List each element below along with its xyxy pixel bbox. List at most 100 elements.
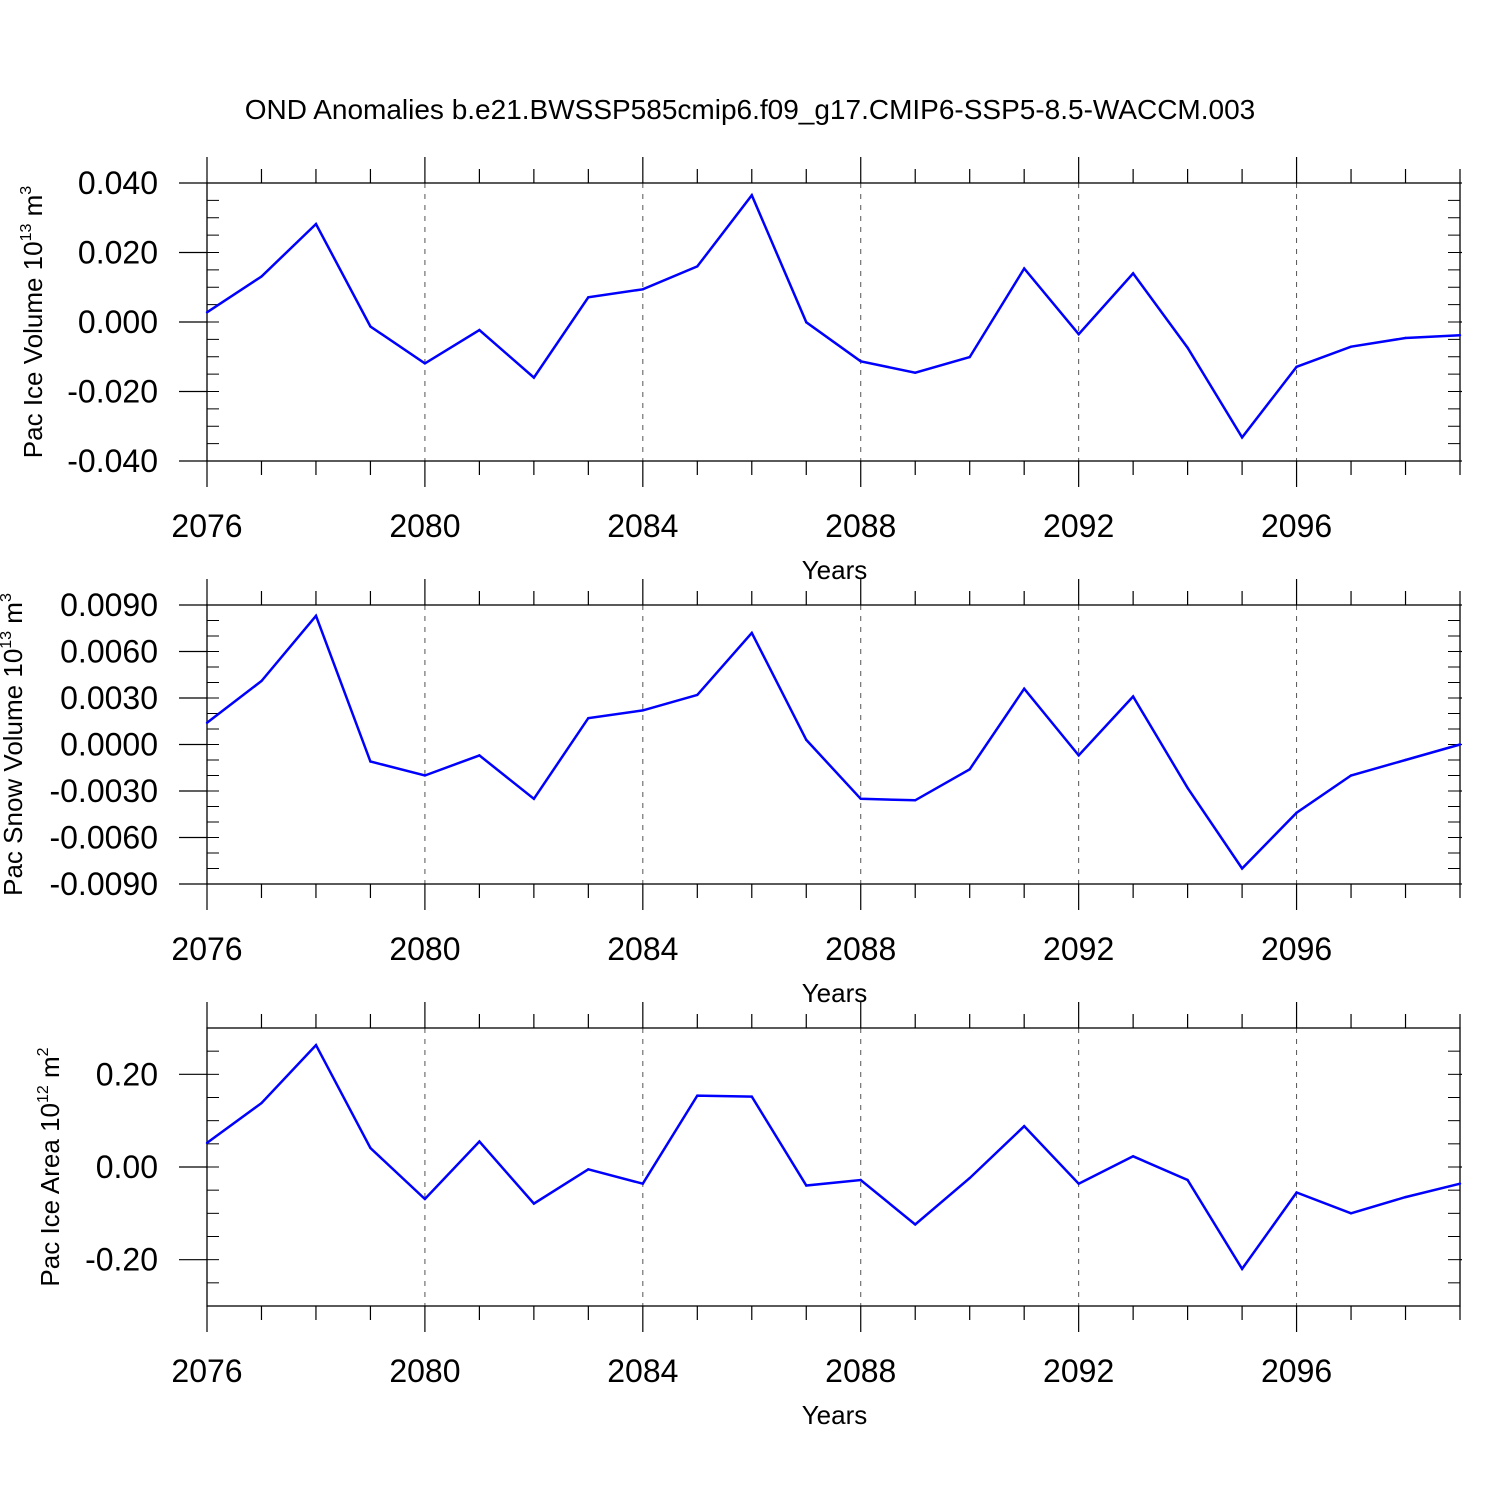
x-tick-label: 2092: [1043, 931, 1114, 967]
y-tick-label: 0.020: [78, 235, 158, 271]
y-axis-label: Pac Ice Volume 1013 m3: [18, 186, 48, 459]
data-point: [369, 760, 372, 763]
data-point: [914, 1223, 917, 1226]
data-point: [205, 311, 209, 314]
data-point: [1349, 1212, 1353, 1215]
y-tick-label: -0.20: [85, 1242, 158, 1278]
x-tick-label: 2080: [389, 931, 460, 967]
data-point: [1077, 754, 1080, 757]
x-axis-label: Years: [802, 1400, 868, 1430]
data-point: [1022, 267, 1026, 270]
plot-frame: [206, 182, 1461, 462]
data-point: [696, 1094, 699, 1097]
data-point: [641, 709, 645, 712]
data-point: [1077, 1182, 1080, 1185]
series-line: [206, 1042, 1461, 1272]
data-point: [369, 325, 372, 328]
x-tick-label: 2088: [825, 508, 896, 544]
y-tick-label: 0.0030: [60, 680, 158, 716]
y-tick-label: 0.0090: [60, 587, 158, 623]
data-point: [914, 371, 917, 374]
y-tick-label: -0.0060: [49, 820, 158, 856]
y-tick-label: 0.00: [96, 1149, 158, 1185]
data-point: [968, 768, 971, 771]
series-line: [206, 613, 1461, 871]
data-point: [750, 1095, 753, 1098]
plot-frame: [206, 1027, 1461, 1307]
x-tick-label: 2084: [607, 931, 678, 967]
y-tick-label: 0.040: [78, 165, 158, 201]
data-point: [1295, 365, 1298, 369]
data-point: [478, 328, 481, 332]
y-tick-label: -0.0030: [49, 773, 158, 809]
data-point: [1458, 1182, 1462, 1185]
data-point: [1077, 332, 1080, 336]
data-point: [859, 360, 862, 363]
y-tick-label: 0.000: [78, 304, 158, 340]
data-point: [532, 797, 536, 800]
data-point: [1186, 1178, 1189, 1182]
data-point: [1458, 743, 1462, 746]
x-tick-label: 2088: [825, 1353, 896, 1389]
y-tick-label: 0.0060: [60, 634, 158, 670]
panel-3: 2076 2080 2084 2088 2092 2096 Years 0.20 0.00 -0.…: [35, 1002, 1462, 1430]
data-point: [1240, 436, 1244, 439]
data-point: [1240, 867, 1244, 870]
data-point: [423, 1197, 427, 1201]
data-point: [314, 1043, 318, 1047]
x-tick-label: 2080: [389, 508, 460, 544]
y-tick-label: 0.0000: [60, 727, 158, 763]
data-point: [968, 1176, 971, 1180]
y-tick-label: -0.040: [67, 443, 158, 479]
data-point: [423, 362, 427, 365]
panel-2: 2076 2080 2084 2088 2092 2096 Years 0.0090 0.006…: [0, 579, 1462, 1008]
data-point: [587, 296, 590, 299]
panel-1: 2076 2080 2084 2088 2092 2096 Years 0.040 0.020 0…: [18, 157, 1462, 585]
data-point: [641, 1182, 645, 1185]
data-point: [260, 1101, 263, 1105]
data-point: [696, 265, 699, 268]
y-tick-label: -0.020: [67, 374, 158, 410]
x-axis-label: Years: [802, 978, 868, 1008]
x-axis-label: Years: [802, 555, 868, 585]
x-tick-label: 2092: [1043, 508, 1114, 544]
y-tick-label: 0.20: [96, 1056, 158, 1092]
x-tick-label: 2076: [171, 1353, 242, 1389]
data-point: [587, 1168, 590, 1171]
y-axis-label: Pac Ice Area 1012 m2: [35, 1047, 65, 1286]
series-line: [206, 192, 1461, 440]
x-tick-label: 2080: [389, 1353, 460, 1389]
data-point: [1295, 811, 1298, 814]
data-point: [805, 738, 808, 742]
data-point: [1186, 346, 1189, 349]
data-point: [478, 754, 481, 757]
data-point: [859, 1178, 862, 1182]
data-point: [1131, 272, 1135, 275]
data-point: [1295, 1191, 1298, 1194]
data-point: [1404, 336, 1407, 340]
data-point: [1404, 758, 1407, 762]
data-point: [260, 679, 263, 683]
data-point: [859, 797, 862, 800]
data-point: [1458, 334, 1462, 337]
x-tick-label: 2084: [607, 1353, 678, 1389]
x-tick-label: 2096: [1261, 1353, 1332, 1389]
data-point: [750, 193, 753, 197]
x-tick-label: 2076: [171, 508, 242, 544]
data-point: [369, 1146, 372, 1150]
data-point: [805, 321, 808, 324]
data-point: [1349, 774, 1353, 777]
x-tick-label: 2088: [825, 931, 896, 967]
y-axis-label: Pac Snow Volume 1013 m3: [0, 593, 28, 896]
data-point: [1240, 1267, 1244, 1271]
data-point: [968, 355, 971, 359]
data-point: [532, 1202, 536, 1205]
data-point: [205, 1141, 209, 1145]
x-tick-label: 2076: [171, 931, 242, 967]
data-point: [1022, 1125, 1026, 1128]
data-point: [423, 774, 427, 777]
data-point: [1186, 786, 1189, 790]
data-point: [1131, 695, 1135, 698]
x-tick-label: 2084: [607, 508, 678, 544]
